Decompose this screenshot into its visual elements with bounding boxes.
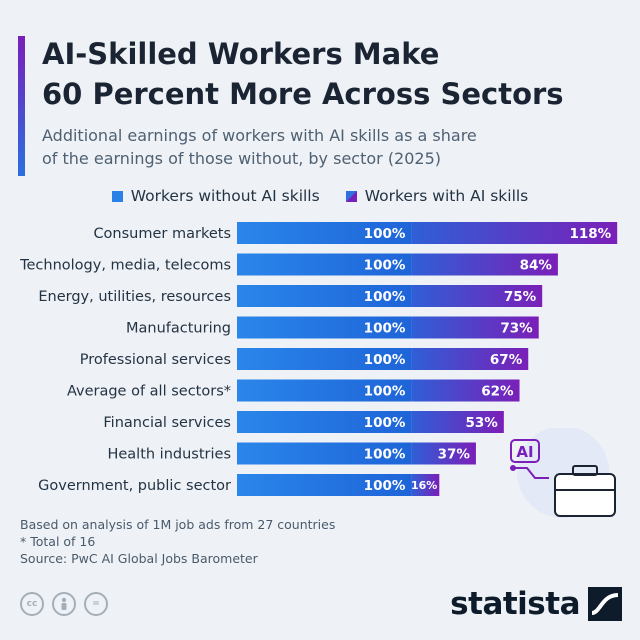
value-label-without-ai: 100%	[364, 289, 406, 305]
bar-with-ai	[411, 222, 618, 244]
category-label: Technology, media, telecoms	[19, 258, 231, 274]
bar-with-ai	[411, 474, 440, 496]
value-label-with-ai: 53%	[466, 415, 499, 431]
bar-without-ai	[237, 411, 412, 433]
note-source: Source: PwC AI Global Jobs Barometer	[20, 551, 258, 566]
legend: Workers without AI skills Workers with A…	[0, 187, 640, 205]
person-icon[interactable]	[52, 592, 76, 616]
category-label: Government, public sector	[38, 478, 231, 494]
ai-chip-icon	[510, 439, 540, 463]
statista-mark-icon	[588, 587, 622, 621]
bar-with-ai	[411, 379, 520, 402]
note-analysis: Based on analysis of 1M job ads from 27 …	[20, 517, 336, 532]
title-accent-bar	[18, 36, 25, 176]
bar-without-ai	[237, 348, 412, 370]
briefcase-handle-icon	[572, 465, 598, 476]
category-label: Financial services	[103, 415, 231, 431]
value-label-with-ai: 62%	[481, 384, 514, 400]
value-label-without-ai: 100%	[364, 384, 406, 400]
brand-name: statista	[450, 586, 580, 622]
category-label: Manufacturing	[126, 321, 231, 337]
briefcase-icon	[554, 473, 616, 517]
title-line-2: 60 Percent More Across Sectors	[42, 77, 564, 111]
value-label-with-ai: 37%	[438, 447, 471, 463]
bar-with-ai	[411, 253, 558, 276]
circuit-node-icon	[510, 465, 516, 471]
license-icons: cc =	[20, 592, 108, 616]
value-label-without-ai: 100%	[364, 447, 406, 463]
value-label-with-ai: 118%	[569, 226, 611, 242]
bar-without-ai	[237, 442, 412, 465]
value-label-without-ai: 100%	[364, 415, 406, 431]
category-label: Health industries	[107, 447, 231, 463]
subtitle-line-2: of the earnings of those without, by sec…	[42, 149, 442, 168]
value-label-without-ai: 100%	[364, 478, 406, 494]
statista-logo[interactable]: statista	[450, 586, 622, 622]
value-label-without-ai: 100%	[364, 352, 406, 368]
equals-icon[interactable]: =	[84, 592, 108, 616]
subtitle-line-1: Additional earnings of workers with AI s…	[42, 126, 477, 145]
category-label: Average of all sectors*	[67, 384, 231, 400]
footnotes: Based on analysis of 1M job ads from 27 …	[20, 516, 440, 567]
illustration-ai-text: AI	[516, 443, 533, 461]
category-label: Energy, utilities, resources	[38, 289, 231, 305]
bar-without-ai	[237, 285, 412, 307]
value-label-without-ai: 100%	[364, 226, 406, 242]
bar-chart: Consumer markets 100% 118% Technology, medi…	[19, 222, 618, 496]
value-label-without-ai: 100%	[364, 258, 406, 274]
value-label-with-ai: 16%	[411, 479, 437, 492]
title-line-1: AI-Skilled Workers Make	[42, 37, 440, 71]
subtitle: Additional earnings of workers with AI s…	[42, 124, 632, 170]
bar-with-ai	[411, 316, 539, 339]
circuit-line-icon	[515, 467, 549, 479]
category-label: Consumer markets	[93, 226, 231, 242]
bar-without-ai	[237, 222, 412, 244]
value-label-with-ai: 75%	[504, 289, 537, 305]
note-total: * Total of 16	[20, 534, 96, 549]
legend-label-with: Workers with AI skills	[364, 187, 529, 205]
bar-with-ai	[411, 348, 529, 370]
person-glyph-icon	[61, 597, 67, 610]
cc-icon[interactable]: cc	[20, 592, 44, 616]
legend-item-without: Workers without AI skills	[111, 187, 320, 205]
legend-item-with: Workers with AI skills	[345, 187, 529, 205]
bar-without-ai	[237, 474, 412, 496]
bar-without-ai	[237, 253, 412, 276]
ai-briefcase-illustration: AI	[510, 428, 616, 518]
legend-label-without: Workers without AI skills	[130, 187, 320, 205]
bar-with-ai	[411, 285, 543, 307]
legend-swatch-with	[345, 190, 357, 202]
value-label-without-ai: 100%	[364, 321, 406, 337]
bar-with-ai	[411, 411, 504, 433]
legend-swatch-without	[111, 190, 123, 202]
bar-without-ai	[237, 316, 412, 339]
value-label-with-ai: 67%	[490, 352, 523, 368]
value-label-with-ai: 84%	[520, 258, 553, 274]
page-title: AI-Skilled Workers Make 60 Percent More …	[42, 34, 632, 114]
bar-with-ai	[411, 442, 476, 465]
value-label-with-ai: 73%	[500, 321, 533, 337]
category-label: Professional services	[80, 352, 231, 368]
bar-without-ai	[237, 379, 412, 402]
